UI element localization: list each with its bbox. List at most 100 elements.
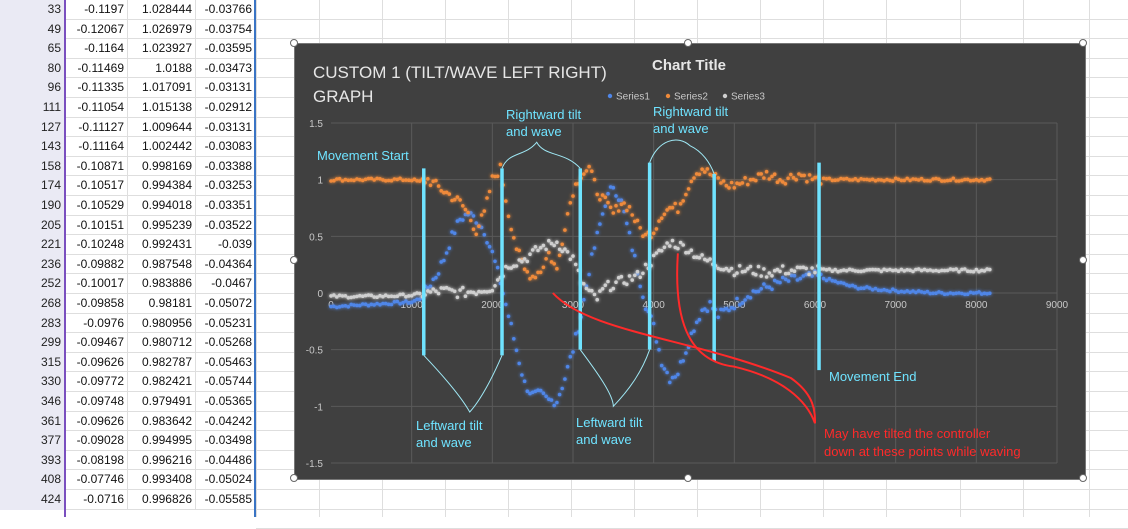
row-header[interactable]: 252: [0, 274, 64, 294]
table-cell[interactable]: 1.015138: [128, 98, 196, 118]
table-cell[interactable]: -0.03754: [196, 20, 256, 40]
row-header[interactable]: 80: [0, 59, 64, 79]
table-cell[interactable]: 0.980956: [128, 314, 196, 334]
table-cell[interactable]: -0.08198: [66, 451, 128, 471]
table-cell[interactable]: -0.10151: [66, 216, 128, 236]
table-cell[interactable]: -0.0976: [66, 314, 128, 334]
table-cell[interactable]: -0.09748: [66, 392, 128, 412]
row-header[interactable]: 127: [0, 118, 64, 138]
table-cell[interactable]: -0.11335: [66, 78, 128, 98]
table-cell[interactable]: -0.07746: [66, 470, 128, 490]
table-cell[interactable]: 0.998169: [128, 157, 196, 177]
table-cell[interactable]: 0.996216: [128, 451, 196, 471]
row-header[interactable]: 221: [0, 235, 64, 255]
table-cell[interactable]: 1.026979: [128, 20, 196, 40]
table-cell[interactable]: 0.98181: [128, 294, 196, 314]
table-cell[interactable]: -0.05268: [196, 333, 256, 353]
table-cell[interactable]: 0.983886: [128, 274, 196, 294]
table-cell[interactable]: -0.05463: [196, 353, 256, 373]
row-header[interactable]: 158: [0, 157, 64, 177]
table-cell[interactable]: 0.980712: [128, 333, 196, 353]
table-cell[interactable]: -0.09467: [66, 333, 128, 353]
table-cell[interactable]: 0.979491: [128, 392, 196, 412]
table-cell[interactable]: -0.02912: [196, 98, 256, 118]
table-cell[interactable]: 1.0188: [128, 59, 196, 79]
table-cell[interactable]: -0.03351: [196, 196, 256, 216]
table-cell[interactable]: 1.017091: [128, 78, 196, 98]
row-header[interactable]: 283: [0, 314, 64, 334]
table-cell[interactable]: 1.023927: [128, 39, 196, 59]
row-header[interactable]: 424: [0, 490, 64, 510]
table-cell[interactable]: -0.05585: [196, 490, 256, 510]
table-cell[interactable]: 0.982421: [128, 372, 196, 392]
table-cell[interactable]: -0.11127: [66, 118, 128, 138]
table-cell[interactable]: -0.03522: [196, 216, 256, 236]
row-header[interactable]: 236: [0, 255, 64, 275]
table-cell[interactable]: -0.11054: [66, 98, 128, 118]
table-cell[interactable]: 1.002442: [128, 137, 196, 157]
row-header[interactable]: 65: [0, 39, 64, 59]
resize-handle-tr[interactable]: [1079, 39, 1087, 47]
resize-handle-bl[interactable]: [290, 474, 298, 482]
table-cell[interactable]: -0.03595: [196, 39, 256, 59]
table-cell[interactable]: 0.987548: [128, 255, 196, 275]
table-cell[interactable]: -0.03083: [196, 137, 256, 157]
table-cell[interactable]: -0.10871: [66, 157, 128, 177]
table-cell[interactable]: -0.04486: [196, 451, 256, 471]
table-cell[interactable]: -0.05231: [196, 314, 256, 334]
table-cell[interactable]: 0.995239: [128, 216, 196, 236]
row-header[interactable]: 393: [0, 451, 64, 471]
table-cell[interactable]: -0.09772: [66, 372, 128, 392]
row-header[interactable]: 111: [0, 98, 64, 118]
table-cell[interactable]: 0.994995: [128, 431, 196, 451]
table-cell[interactable]: 0.994384: [128, 176, 196, 196]
row-header[interactable]: 49: [0, 20, 64, 40]
row-header[interactable]: 315: [0, 353, 64, 373]
table-cell[interactable]: -0.05072: [196, 294, 256, 314]
table-cell[interactable]: 0.996826: [128, 490, 196, 510]
table-cell[interactable]: -0.03131: [196, 118, 256, 138]
table-cell[interactable]: -0.12067: [66, 20, 128, 40]
table-cell[interactable]: -0.09028: [66, 431, 128, 451]
row-header[interactable]: 361: [0, 412, 64, 432]
chart-area[interactable]: 1.510.50-0.5-1-1.50100020003000400050006…: [294, 43, 1086, 480]
resize-handle-tm[interactable]: [684, 39, 692, 47]
table-cell[interactable]: -0.03388: [196, 157, 256, 177]
table-cell[interactable]: -0.04242: [196, 412, 256, 432]
row-header[interactable]: 377: [0, 431, 64, 451]
table-cell[interactable]: 0.992431: [128, 235, 196, 255]
table-cell[interactable]: -0.03253: [196, 176, 256, 196]
table-cell[interactable]: -0.10517: [66, 176, 128, 196]
table-cell[interactable]: -0.03498: [196, 431, 256, 451]
table-cell[interactable]: 1.009644: [128, 118, 196, 138]
row-header[interactable]: 299: [0, 333, 64, 353]
table-cell[interactable]: -0.09882: [66, 255, 128, 275]
table-cell[interactable]: -0.11164: [66, 137, 128, 157]
table-cell[interactable]: -0.03131: [196, 78, 256, 98]
table-cell[interactable]: -0.10529: [66, 196, 128, 216]
table-cell[interactable]: -0.10017: [66, 274, 128, 294]
table-cell[interactable]: 0.993408: [128, 470, 196, 490]
table-cell[interactable]: -0.05024: [196, 470, 256, 490]
row-header[interactable]: 174: [0, 176, 64, 196]
table-cell[interactable]: -0.05365: [196, 392, 256, 412]
row-header[interactable]: 190: [0, 196, 64, 216]
resize-handle-bm[interactable]: [684, 474, 692, 482]
table-cell[interactable]: -0.03766: [196, 0, 256, 20]
resize-handle-tl[interactable]: [290, 39, 298, 47]
row-header[interactable]: 330: [0, 372, 64, 392]
chart-title[interactable]: Chart Title: [652, 57, 726, 74]
table-cell[interactable]: -0.09626: [66, 353, 128, 373]
table-cell[interactable]: -0.03473: [196, 59, 256, 79]
resize-handle-mr[interactable]: [1079, 256, 1087, 264]
row-header[interactable]: 205: [0, 216, 64, 236]
table-cell[interactable]: 0.994018: [128, 196, 196, 216]
row-header[interactable]: 143: [0, 137, 64, 157]
table-cell[interactable]: -0.0467: [196, 274, 256, 294]
resize-handle-br[interactable]: [1079, 474, 1087, 482]
table-cell[interactable]: 0.982787: [128, 353, 196, 373]
row-header[interactable]: 408: [0, 470, 64, 490]
resize-handle-ml[interactable]: [290, 256, 298, 264]
row-header[interactable]: 33: [0, 0, 64, 20]
table-cell[interactable]: -0.1164: [66, 39, 128, 59]
